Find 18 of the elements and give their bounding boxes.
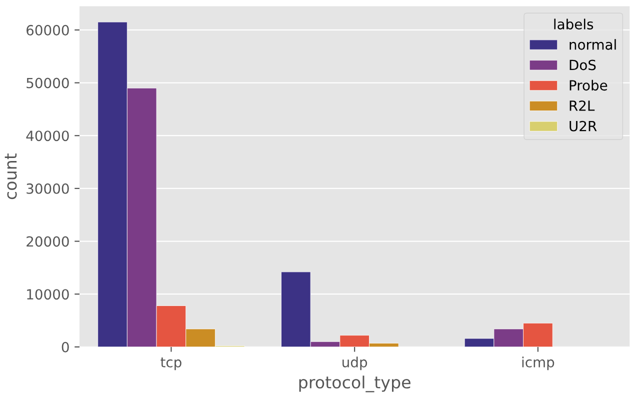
y-axis-title: count bbox=[4, 153, 17, 200]
legend-label: normal bbox=[570, 39, 616, 50]
legend-label: R2L bbox=[570, 100, 595, 111]
y-tick-label: 30000 bbox=[26, 183, 69, 194]
y-tick-label: 60000 bbox=[26, 24, 69, 36]
x-axis-title: protocol_type bbox=[299, 376, 410, 392]
y-tick-label: 10000 bbox=[27, 289, 69, 300]
legend-label: DoS bbox=[570, 60, 596, 70]
y-tick-label: 20000 bbox=[26, 236, 69, 247]
x-tick-label: udp bbox=[342, 356, 368, 370]
x-tick-label: tcp bbox=[160, 357, 182, 370]
legend-label: Probe bbox=[570, 80, 608, 91]
x-tick-label: icmp bbox=[522, 356, 554, 370]
y-tick-label: 0 bbox=[62, 342, 69, 352]
legend-label: U2R bbox=[570, 120, 597, 132]
legend-title: labels bbox=[554, 18, 594, 30]
y-tick-label: 50000 bbox=[26, 78, 69, 88]
y-tick-label: 40000 bbox=[26, 130, 69, 142]
